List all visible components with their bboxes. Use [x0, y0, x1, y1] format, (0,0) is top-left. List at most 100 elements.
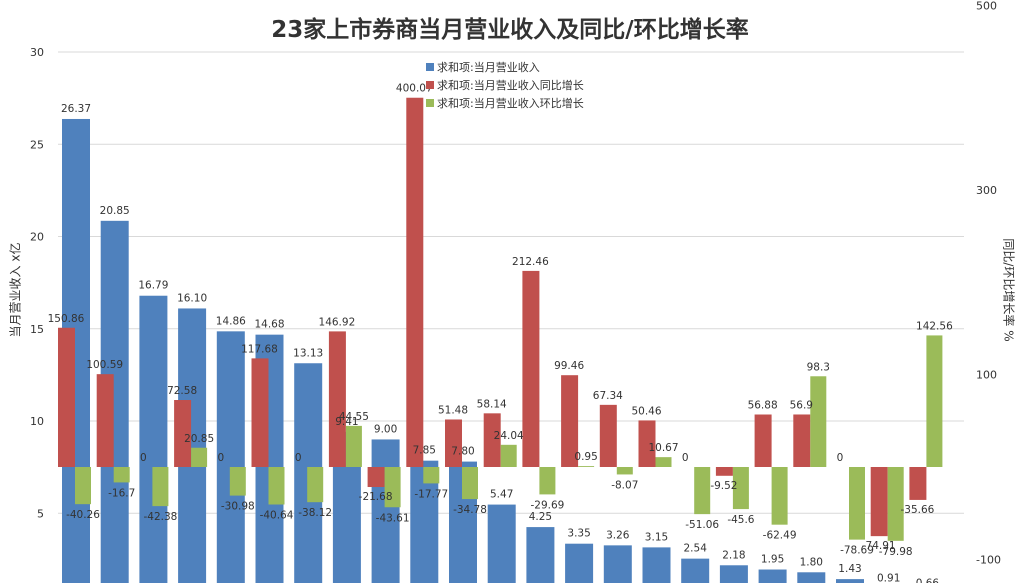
mom-bar: [307, 467, 324, 503]
mom-bar: [732, 467, 749, 510]
mom-data-label: 20.85: [184, 433, 214, 445]
yoy-data-label: 0: [682, 452, 689, 464]
mom-data-label: -30.98: [221, 501, 255, 513]
y-right-axis-label: 同比/环比增长率 %: [1002, 238, 1017, 341]
yoy-data-label: 56.9: [790, 399, 813, 411]
revenue-data-label: 14.86: [216, 315, 246, 327]
yoy-data-label: -21.68: [359, 491, 393, 503]
mom-bar: [268, 467, 285, 505]
yoy-data-label: 67.34: [593, 390, 623, 402]
mom-data-label: -40.26: [66, 509, 100, 521]
revenue-data-label: 26.37: [61, 103, 91, 115]
revenue-data-label: 0.91: [877, 573, 900, 583]
legend-label: 求和项:当月营业收入环比增长: [437, 96, 584, 110]
revenue-data-label: 20.85: [100, 205, 130, 217]
mom-bar: [849, 467, 865, 540]
data-labels: 26.37 150.86 -40.26 20.85 100.59 -16.7 16.79 0 -…: [48, 83, 953, 583]
y-left-tick-label: 25: [30, 138, 44, 151]
revenue-data-label: 0.66: [916, 577, 940, 583]
revenue-bar: [216, 331, 245, 583]
yoy-data-label: 117.68: [241, 343, 278, 355]
revenue-bar: [758, 569, 787, 583]
yoy-bar: [58, 327, 75, 467]
mom-data-label: -40.64: [260, 510, 294, 522]
mom-data-label: -38.12: [298, 507, 332, 519]
yoy-data-label: 100.59: [86, 359, 123, 371]
yoy-bar: [328, 331, 346, 467]
mom-data-label: 142.56: [916, 320, 953, 332]
legend-label: 求和项:当月营业收入同比增长: [437, 78, 584, 92]
yoy-data-label: 146.92: [319, 316, 356, 328]
yoy-data-label: 0: [837, 452, 844, 464]
yoy-data-label: 212.46: [512, 256, 549, 268]
mom-bar: [810, 376, 827, 467]
mom-data-label: -42.38: [143, 511, 177, 523]
revenue-data-label: 14.68: [254, 319, 284, 331]
revenue-bar: [719, 565, 748, 583]
revenue-data-label: 1.95: [761, 554, 784, 566]
revenue-data-label: 16.79: [138, 280, 168, 292]
yoy-bar: [793, 414, 811, 467]
yoy-bar: [367, 467, 385, 488]
y-right-tick-label: 300: [976, 184, 997, 197]
mom-data-label: -43.61: [376, 512, 410, 524]
revenue-bar: [565, 543, 594, 583]
revenue-bar: [836, 579, 864, 583]
yoy-data-label: 400.07: [396, 83, 433, 95]
y-left-ticks: 5 10 15 20 25 30: [30, 46, 44, 520]
mom-data-label: -17.77: [414, 488, 448, 500]
legend-swatch: [426, 63, 434, 71]
yoy-data-label: 0: [217, 452, 224, 464]
yoy-bar: [870, 467, 888, 537]
revenue-data-label: 7.80: [451, 446, 474, 458]
revenue-data-label: 9.41: [335, 416, 358, 428]
mom-bar: [655, 457, 672, 467]
yoy-bar: [909, 467, 927, 500]
yoy-data-label: 51.48: [438, 404, 468, 416]
y-left-tick-label: 30: [30, 46, 44, 59]
y-right-ticks: -100100300500700900: [976, 0, 1001, 566]
revenue-bar: [603, 545, 632, 583]
yoy-data-label: 50.46: [631, 405, 661, 417]
y-left-tick-label: 20: [30, 231, 44, 244]
mom-data-label: -34.78: [453, 504, 487, 516]
revenue-data-label: 1.80: [800, 556, 823, 568]
revenue-bar: [371, 439, 400, 583]
mom-data-label: -51.06: [685, 519, 719, 531]
revenue-data-label: 3.35: [567, 528, 590, 540]
bars: [58, 97, 943, 583]
yoy-data-label: 58.14: [477, 398, 507, 410]
yoy-bar: [522, 270, 540, 467]
yoy-bar: [251, 358, 269, 467]
mom-bar: [694, 467, 711, 515]
revenue-data-label: 13.13: [293, 347, 323, 359]
yoy-data-label: 0: [295, 452, 302, 464]
legend-swatch: [426, 99, 434, 107]
revenue-data-label: 4.25: [529, 511, 552, 523]
mom-bar: [926, 335, 943, 467]
mom-data-label: 10.67: [648, 442, 678, 454]
legend-label: 求和项:当月营业收入: [437, 60, 540, 74]
yoy-bar: [406, 97, 424, 468]
yoy-bar: [561, 375, 579, 467]
revenue-bar: [526, 527, 555, 583]
yoy-bar: [483, 413, 501, 467]
y-left-tick-label: 15: [30, 323, 44, 336]
y-right-tick-label: 100: [976, 369, 997, 382]
y-left-axis-label: 当月营业收入 x亿: [8, 243, 23, 338]
mom-data-label: 44.55: [339, 411, 369, 423]
mom-data-label: -45.6: [727, 514, 754, 526]
mom-bar: [113, 467, 130, 483]
mom-data-label: -29.69: [530, 499, 564, 511]
revenue-bar: [487, 504, 516, 583]
mom-bar: [771, 467, 788, 525]
revenue-data-label: 9.00: [374, 423, 397, 435]
revenue-data-label: 16.10: [177, 292, 207, 304]
y-left-axis-title: 当月营业收入 x亿: [8, 243, 23, 338]
mom-data-label: -79.98: [879, 546, 913, 558]
mom-bar: [887, 467, 904, 541]
mom-data-label: -78.69: [840, 545, 874, 557]
yoy-data-label: -9.52: [710, 480, 737, 492]
mom-bar: [75, 467, 91, 505]
